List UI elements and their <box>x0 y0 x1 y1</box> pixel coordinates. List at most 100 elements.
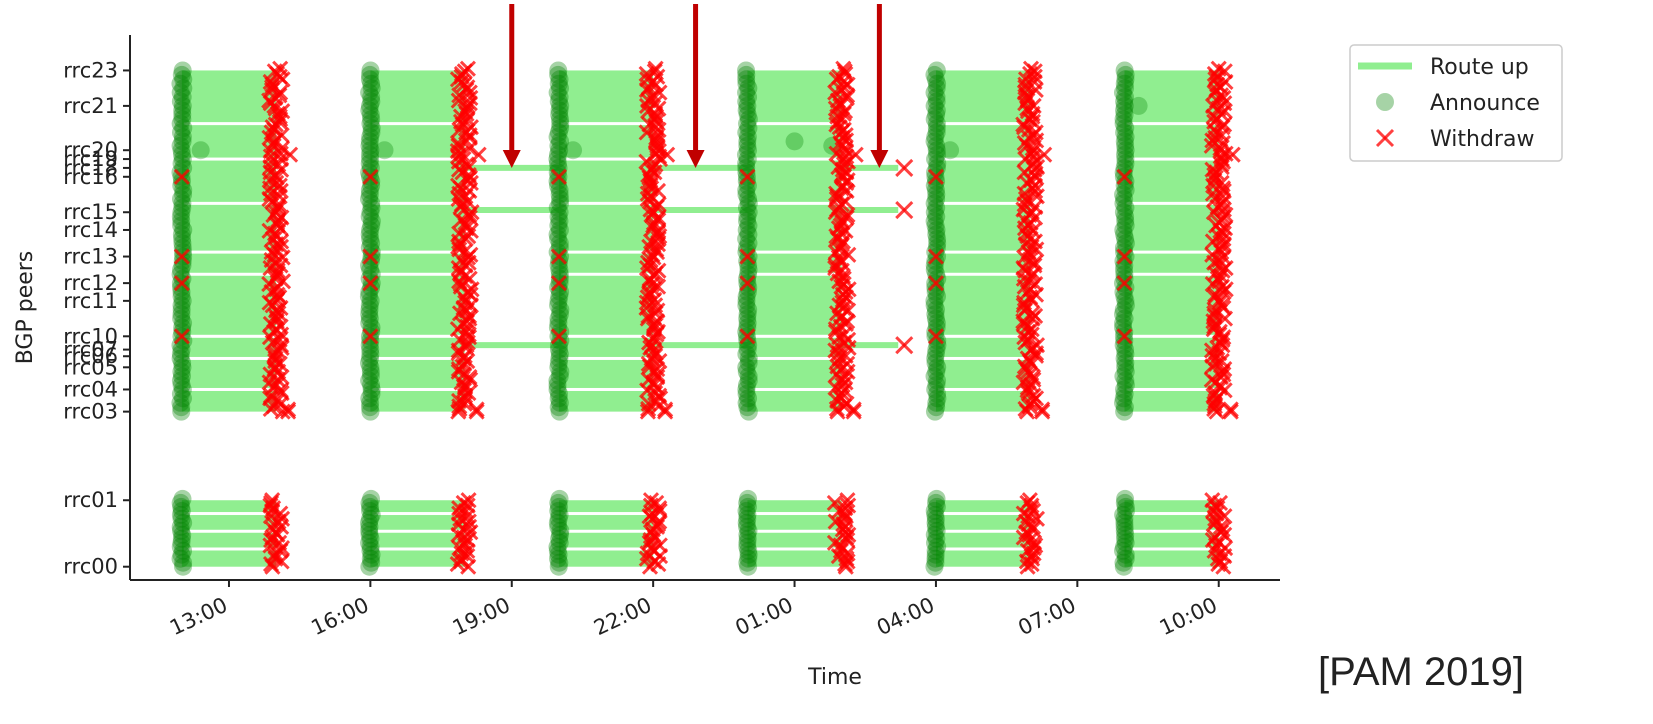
withdraw-stroke <box>461 369 478 386</box>
announce-point <box>550 185 569 204</box>
withdraw-stroke <box>1022 60 1040 77</box>
withdraw-stroke <box>271 331 288 348</box>
y-tick-label: rrc01 <box>63 488 118 512</box>
y-tick-label: rrc20 <box>63 138 118 162</box>
y-tick-label: rrc11 <box>63 289 118 313</box>
withdraw-stroke <box>459 60 476 77</box>
announce-point <box>926 305 945 324</box>
announce-point <box>1116 212 1135 231</box>
withdraw-point <box>264 492 281 509</box>
announce-point <box>1115 513 1134 532</box>
withdraw-stroke <box>457 323 475 340</box>
withdraw-point <box>468 403 485 420</box>
withdraw-point <box>459 60 476 77</box>
announce-point <box>548 150 567 169</box>
announce-point <box>550 251 569 270</box>
announce-point <box>550 181 569 200</box>
announce-point <box>550 101 569 120</box>
announce-point <box>360 296 379 315</box>
legend-withdraw-swatch <box>1375 128 1395 148</box>
announce-point <box>1116 278 1135 297</box>
withdraw-point <box>839 492 856 509</box>
announce-point <box>362 234 381 253</box>
announce-point <box>551 331 570 350</box>
withdraw-stroke <box>927 328 945 345</box>
withdraw-point <box>1222 403 1239 420</box>
band-gap <box>749 272 842 276</box>
announce-point <box>1116 489 1135 508</box>
announce-point <box>737 92 756 111</box>
announce-point <box>926 243 945 262</box>
announce-point <box>362 216 381 235</box>
announce-point <box>360 269 379 288</box>
announce-point <box>926 345 945 364</box>
announce-point <box>549 309 568 328</box>
withdraw-stroke <box>1021 492 1038 509</box>
announce-point <box>739 278 758 297</box>
announce-point <box>171 393 190 412</box>
announce-point <box>1114 300 1133 319</box>
announce-point <box>927 529 946 548</box>
announce-point <box>738 114 757 133</box>
withdraw-stroke <box>1204 492 1221 509</box>
legend-label: Route up <box>1430 55 1529 80</box>
withdraw-point <box>550 328 567 345</box>
announce-point <box>1116 141 1135 160</box>
band-gap <box>1126 272 1219 276</box>
announce-point <box>548 127 567 146</box>
announce-point <box>925 83 944 102</box>
band-gap <box>937 547 1031 551</box>
withdraw-stroke <box>1213 353 1230 370</box>
announce-point <box>551 114 570 133</box>
x-tick-label: 04:00 <box>873 593 938 640</box>
announce-point <box>738 509 757 528</box>
withdraw-stroke <box>1216 361 1233 378</box>
announce-point <box>174 79 193 98</box>
withdraw-stroke <box>834 267 852 285</box>
route-up-band <box>935 500 1031 567</box>
announce-point <box>739 216 758 235</box>
announce-point <box>1116 371 1135 390</box>
announce-point <box>172 398 191 417</box>
announce-point <box>737 123 756 142</box>
announce-point <box>927 119 946 138</box>
withdraw-stroke <box>642 492 660 509</box>
announce-point <box>926 545 945 564</box>
announce-point <box>1114 314 1133 333</box>
announce-point <box>361 497 380 516</box>
band-gap <box>937 250 1031 254</box>
announce-point <box>361 127 380 146</box>
announce-point <box>550 212 569 231</box>
announce-point <box>927 398 946 417</box>
band-gap <box>560 512 654 516</box>
announce-point <box>926 163 945 182</box>
band-gap <box>560 334 654 338</box>
withdraw-stroke <box>450 92 467 109</box>
announce-point <box>737 220 756 239</box>
announce-point <box>361 114 380 133</box>
announce-point <box>361 220 380 239</box>
announce-point <box>360 533 379 552</box>
announce-point <box>927 136 946 155</box>
announce-point <box>1114 393 1133 412</box>
band-gap <box>183 272 277 276</box>
announce-point <box>171 278 190 297</box>
withdraw-stroke <box>647 60 664 77</box>
band-gap <box>372 201 465 205</box>
route-up-band <box>1124 500 1219 567</box>
x-axis-title: Time <box>807 665 862 690</box>
announce-point <box>1116 127 1135 146</box>
y-tick-label: rrc14 <box>63 218 118 242</box>
announce-point <box>1115 243 1134 262</box>
withdraw-stroke <box>271 113 288 130</box>
announce-point <box>737 65 756 84</box>
withdraw-stroke <box>1034 401 1051 418</box>
announce-point <box>1114 367 1133 386</box>
announce-point <box>172 340 191 359</box>
announce-point <box>926 251 945 270</box>
band-gap <box>183 387 277 391</box>
announce-point <box>362 88 381 107</box>
announce-point <box>549 509 568 528</box>
withdraw-point <box>362 328 379 345</box>
band-gap <box>560 272 654 276</box>
